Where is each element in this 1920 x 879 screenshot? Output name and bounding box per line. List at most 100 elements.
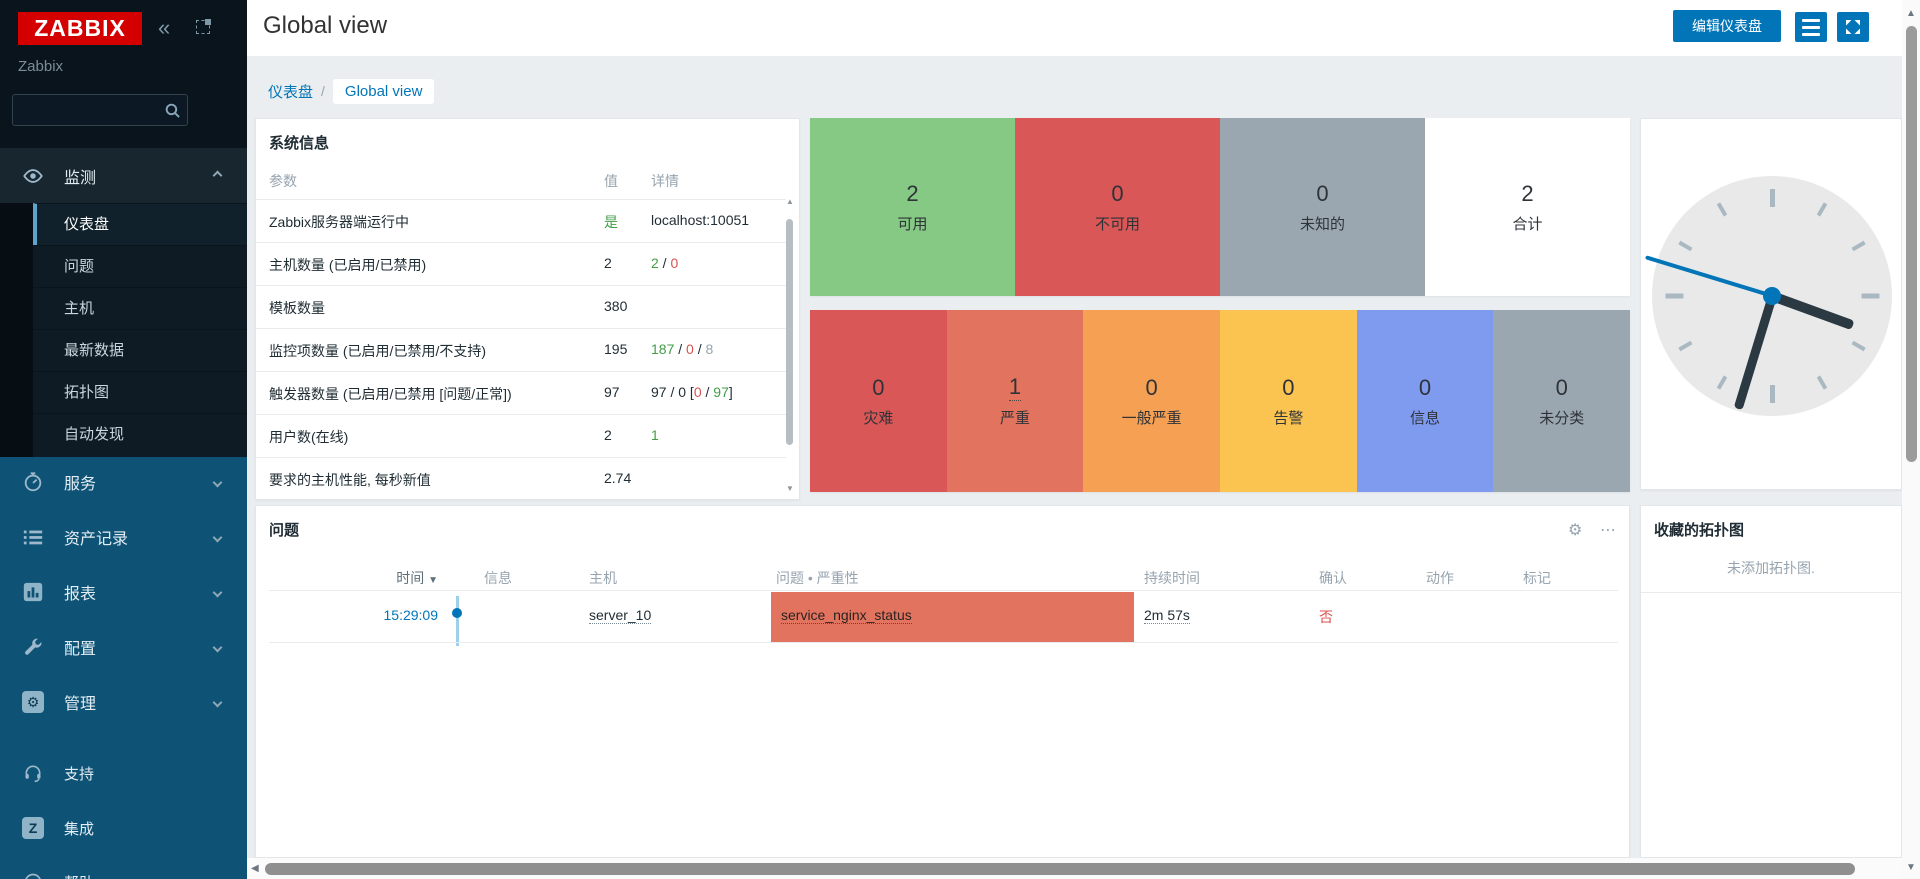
- label: 未分类: [1539, 409, 1585, 427]
- widget-title: 问题: [269, 522, 300, 539]
- stopwatch-icon: [22, 471, 44, 493]
- more-options-icon[interactable]: ⋯: [1600, 522, 1617, 539]
- column-header-actions[interactable]: 动作: [1426, 570, 1454, 586]
- breadcrumb-dashboard-link[interactable]: 仪表盘: [268, 83, 314, 101]
- divider: [269, 642, 1618, 643]
- ack-link[interactable]: 否: [1319, 609, 1333, 625]
- breadcrumb-current[interactable]: Global view: [332, 78, 435, 104]
- scrollbar-thumb[interactable]: [786, 219, 793, 445]
- gear-square-icon: ⚙: [22, 691, 44, 713]
- widget-title: 系统信息: [269, 135, 330, 152]
- scroll-down-icon[interactable]: ▼: [1906, 862, 1916, 873]
- count: 0: [1316, 180, 1329, 206]
- sidebar-item-monitoring[interactable]: 监测: [0, 148, 247, 203]
- value-cell: 是: [604, 214, 618, 230]
- column-header-duration[interactable]: 持续时间: [1144, 570, 1200, 586]
- scrollbar-thumb[interactable]: [1906, 26, 1917, 462]
- sidebar-item-label: 支持: [64, 765, 95, 783]
- column-header-ack[interactable]: 确认: [1319, 570, 1347, 586]
- scroll-left-icon[interactable]: ◀: [251, 863, 259, 874]
- gear-icon[interactable]: ⚙: [1568, 522, 1583, 539]
- bar-chart-icon: [22, 581, 44, 603]
- sidebar-item-integrations[interactable]: Z 集成: [0, 803, 247, 853]
- availability-unavailable: 0 不可用: [1015, 118, 1220, 296]
- severity-not-classified: 0 未分类: [1493, 310, 1631, 492]
- system-info-widget: 系统信息 参数 值 详情 Zabbix服务器端运行中 是 localhost:1…: [255, 118, 800, 500]
- sidebar-item-inventory[interactable]: 资产记录: [0, 512, 247, 562]
- sidebar-item-configuration[interactable]: 配置: [0, 622, 247, 672]
- label: 灾难: [863, 409, 894, 427]
- scrollbar-thumb[interactable]: [265, 863, 1855, 875]
- value-cell: 2: [604, 427, 612, 443]
- label: 不可用: [1094, 215, 1140, 233]
- sidebar-item-label: 服务: [64, 476, 97, 493]
- widget-scrollbar[interactable]: ▲ ▼: [785, 197, 795, 493]
- zabbix-logo[interactable]: ZABBIX: [18, 12, 142, 45]
- chevron-down-icon: [212, 532, 223, 542]
- duration-link[interactable]: 2m 57s: [1144, 607, 1190, 624]
- value-cell: 97: [604, 384, 620, 400]
- sidebar-item-dashboard[interactable]: 仪表盘: [33, 203, 247, 245]
- column-header-time[interactable]: 时间 ▼: [396, 570, 438, 586]
- problems-widget: 问题 ⚙ ⋯ 时间 ▼ 信息 主机 问题 • 严重性 持续时间 确认 动作 标记…: [255, 505, 1630, 858]
- table-row: 模板数量 380: [256, 285, 786, 328]
- fullscreen-button[interactable]: [1837, 12, 1869, 42]
- severity-warning: 0 告警: [1220, 310, 1357, 492]
- details-cell: 2 / 0: [651, 255, 679, 271]
- sidebar-item-support[interactable]: 支持: [0, 748, 247, 798]
- sidebar-item-administration[interactable]: ⚙ 管理: [0, 677, 247, 727]
- label: 合计: [1512, 215, 1543, 233]
- edit-dashboard-button[interactable]: 编辑仪表盘: [1673, 10, 1781, 42]
- problem-link[interactable]: service_nginx_status: [781, 607, 912, 624]
- chevron-up-icon: [212, 170, 223, 181]
- collapse-sidebar-icon[interactable]: «: [158, 15, 171, 40]
- sidebar-item-services[interactable]: 服务: [0, 457, 247, 507]
- param-cell: 触发器数量 (已启用/已禁用 [问题/正常]): [269, 386, 512, 402]
- clock-second-hand: [1645, 255, 1773, 298]
- page-horizontal-scrollbar[interactable]: ◀: [247, 858, 1902, 879]
- scroll-down-icon[interactable]: ▼: [786, 484, 794, 493]
- host-link[interactable]: server_10: [589, 607, 652, 624]
- clock-hour-hand: [1770, 291, 1855, 331]
- analog-clock: [1645, 176, 1892, 416]
- scroll-up-icon[interactable]: ▲: [1906, 8, 1916, 19]
- availability-total: 2 合计: [1425, 118, 1630, 296]
- page-vertical-scrollbar[interactable]: ▲ ▼: [1902, 0, 1920, 879]
- list-icon: [22, 526, 44, 548]
- eye-icon: [22, 165, 44, 187]
- count: 0: [1418, 374, 1432, 400]
- problem-row: 15:29:09 server_10 service_nginx_status …: [256, 592, 1631, 646]
- column-header-info[interactable]: 信息: [484, 570, 512, 586]
- sidebar-item-reports[interactable]: 报表: [0, 567, 247, 617]
- column-header: 详情: [651, 173, 679, 189]
- sidebar-item-discovery[interactable]: 自动发现: [33, 413, 247, 455]
- popout-sidebar-icon[interactable]: [196, 19, 211, 34]
- column-header: 参数: [269, 173, 297, 189]
- column-header-host[interactable]: 主机: [589, 570, 617, 586]
- param-cell: 模板数量: [269, 300, 325, 316]
- sidebar-item-label: 配置: [64, 641, 97, 658]
- scroll-up-icon[interactable]: ▲: [786, 197, 794, 206]
- page-header: Global view 编辑仪表盘: [247, 0, 1920, 56]
- sidebar-item-maps[interactable]: 拓扑图: [33, 371, 247, 413]
- wrench-icon: [22, 636, 44, 658]
- table-row: 要求的主机性能, 每秒新值 2.74: [256, 457, 786, 500]
- column-header-tags[interactable]: 标记: [1523, 570, 1551, 586]
- sidebar-item-help[interactable]: 帮助: [0, 862, 247, 879]
- table-row: 监控项数量 (已启用/已禁用/不支持) 195 187 / 0 / 8: [256, 328, 786, 371]
- count-link[interactable]: 1: [1008, 374, 1022, 401]
- column-header-problem-severity[interactable]: 问题 • 严重性: [776, 570, 859, 586]
- breadcrumb-separator: /: [321, 83, 325, 99]
- dashboard-menu-button[interactable]: [1795, 12, 1827, 42]
- sidebar-item-latest-data[interactable]: 最新数据: [33, 329, 247, 371]
- search-input[interactable]: [21, 98, 159, 122]
- param-cell: 监控项数量 (已启用/已禁用/不支持): [269, 343, 486, 359]
- severity-information: 0 信息: [1356, 310, 1494, 492]
- sidebar-item-label: 集成: [64, 820, 95, 838]
- sidebar-item-hosts[interactable]: 主机: [33, 287, 247, 329]
- count: 0: [1145, 374, 1158, 400]
- search-icon: [164, 102, 181, 119]
- sidebar-item-problems[interactable]: 问题: [33, 245, 247, 287]
- count: 2: [1521, 180, 1534, 206]
- label: 严重: [1000, 410, 1031, 427]
